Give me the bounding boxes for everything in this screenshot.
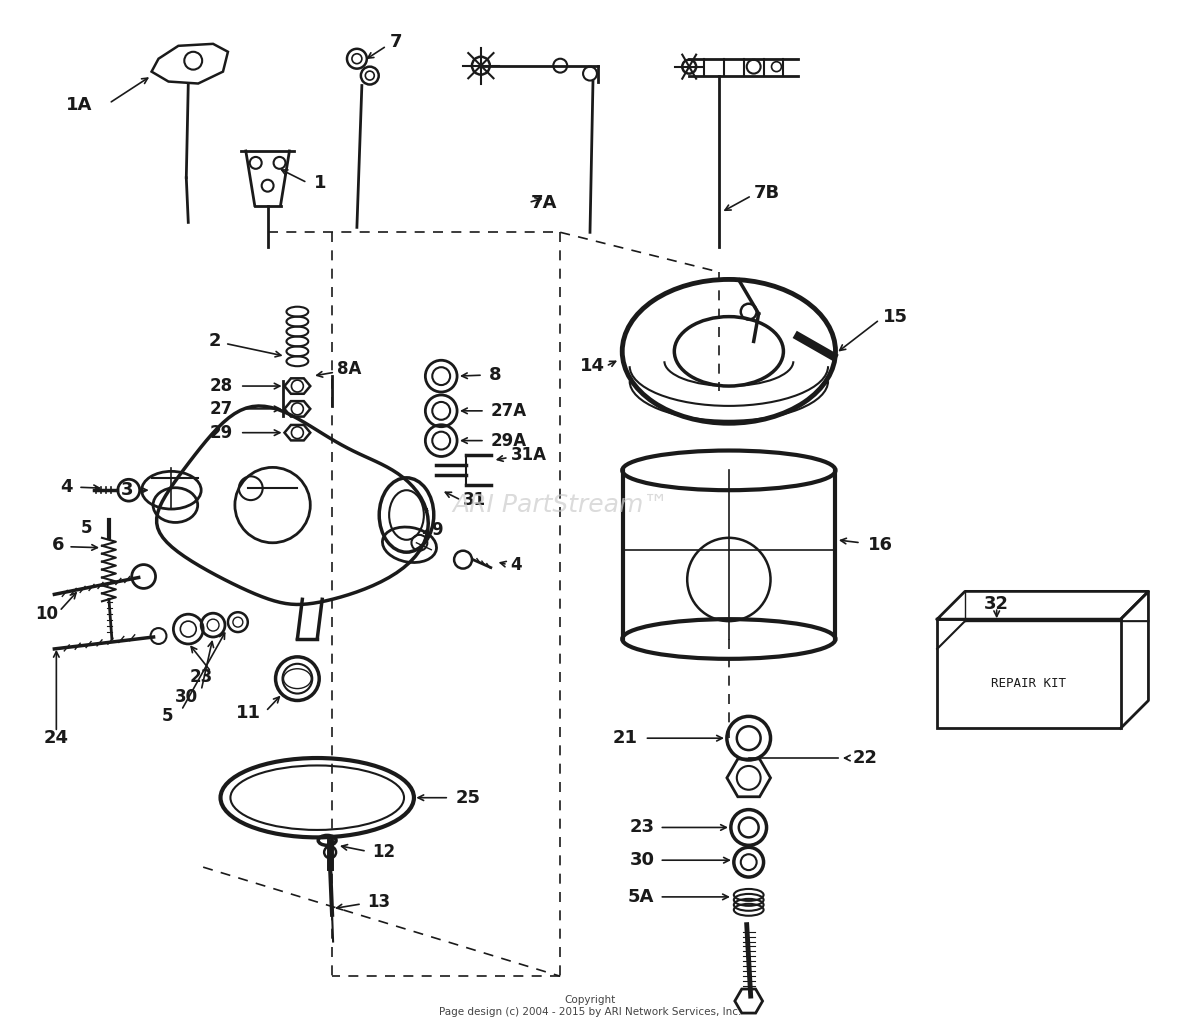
Text: 15: 15 — [883, 307, 907, 326]
Text: 9: 9 — [432, 521, 442, 539]
Text: 29: 29 — [210, 424, 232, 441]
Text: 1: 1 — [314, 173, 327, 192]
Text: 5: 5 — [80, 519, 92, 537]
Text: 29A: 29A — [491, 432, 527, 450]
Text: 4: 4 — [60, 478, 72, 496]
Text: 31: 31 — [463, 491, 486, 509]
Text: 23: 23 — [190, 668, 214, 686]
Text: 11: 11 — [236, 704, 261, 723]
Text: 30: 30 — [629, 852, 655, 869]
Text: 7A: 7A — [531, 194, 557, 211]
Text: 4: 4 — [511, 556, 523, 573]
Text: 10: 10 — [35, 605, 58, 623]
Text: 3: 3 — [122, 481, 133, 499]
Text: 27: 27 — [210, 400, 232, 418]
Text: 27A: 27A — [491, 402, 527, 420]
Text: 21: 21 — [612, 729, 637, 747]
Text: 16: 16 — [867, 536, 893, 554]
Bar — [937, 620, 1121, 728]
Text: 1A: 1A — [66, 96, 92, 114]
Text: 2: 2 — [209, 332, 221, 351]
Text: 12: 12 — [372, 843, 395, 861]
Text: 8A: 8A — [337, 360, 361, 378]
Text: 7B: 7B — [754, 184, 780, 202]
Text: 28: 28 — [210, 377, 232, 395]
Text: 13: 13 — [367, 893, 389, 910]
Text: 6: 6 — [52, 536, 64, 554]
Text: Copyright
Page design (c) 2004 - 2015 by ARI Network Services, Inc.: Copyright Page design (c) 2004 - 2015 by… — [439, 995, 741, 1017]
Text: ARI PartStream™: ARI PartStream™ — [452, 493, 668, 518]
Text: 23: 23 — [629, 819, 655, 836]
Text: 7: 7 — [389, 33, 402, 51]
Text: 31A: 31A — [511, 446, 546, 465]
Text: 8: 8 — [489, 366, 502, 385]
Text: 32: 32 — [984, 595, 1009, 613]
Text: 14: 14 — [579, 357, 605, 375]
Text: 5A: 5A — [628, 888, 655, 906]
Text: 25: 25 — [457, 789, 481, 806]
Text: 30: 30 — [175, 688, 198, 705]
Text: 24: 24 — [44, 729, 68, 747]
Text: REPAIR KIT: REPAIR KIT — [991, 677, 1067, 690]
Text: 22: 22 — [853, 750, 878, 767]
Text: 5: 5 — [162, 707, 173, 726]
